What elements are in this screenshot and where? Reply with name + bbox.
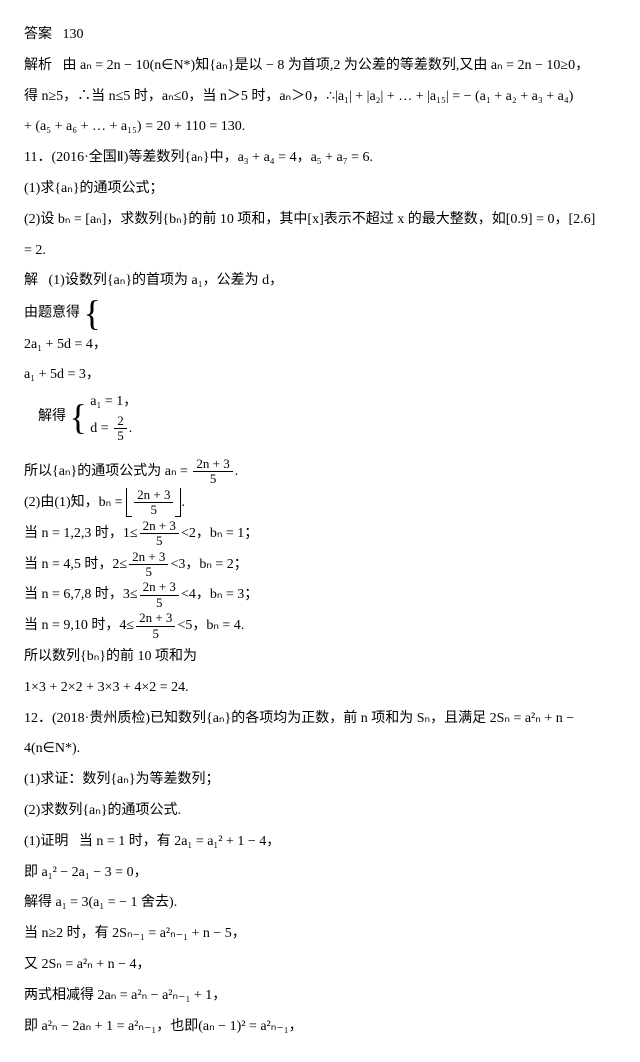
case1: 当 n = 1,2,3 时，1≤2n + 35<2，bₙ = 1； [24, 519, 616, 550]
sum-text: 所以数列{bₙ}的前 10 项和为 [24, 642, 616, 673]
proof-line6: 两式相减得 2aₙ = a²ₙ − a²ₙ₋₁ + 1， [24, 981, 616, 1012]
system1: { [84, 297, 105, 329]
fraction: 2n + 35 [134, 488, 173, 518]
q12-part1: (1)求证：数列{aₙ}为等差数列； [24, 765, 616, 796]
analysis-p3: + (a₅ + a₆ + … + a₁₅) = 20 + 110 = 130. [24, 112, 616, 143]
analysis-p2: 得 n≥5，∴当 n≤5 时，aₙ≤0，当 n＞5 时，aₙ＞0，∴|a₁| +… [24, 82, 616, 113]
system2: { a₁ = 1， d = 25. [70, 391, 138, 443]
sys1-row2: a₁ + 5d = 3， [24, 360, 616, 391]
sol2-line1: (2)由(1)知，bₙ = 2n + 35. [24, 488, 616, 519]
fraction: 2n + 35 [136, 611, 175, 641]
analysis-p1: 解析 由 aₙ = 2n − 10(n∈N*)知{aₙ}是以 − 8 为首项,2… [24, 51, 616, 82]
fraction: 2n + 35 [193, 457, 232, 487]
proof-label: (1)证明 [24, 834, 68, 849]
q12b: 4(n∈N*). [24, 734, 616, 765]
fraction: 2n + 35 [140, 580, 179, 610]
proof-line4: 当 n≥2 时，有 2Sₙ₋₁ = a²ₙ₋₁ + n − 5， [24, 919, 616, 950]
case3: 当 n = 6,7,8 时，3≤2n + 35<4，bₙ = 3； [24, 580, 616, 611]
q11-part1: (1)求{aₙ}的通项公式； [24, 174, 616, 205]
analysis-label: 解析 [24, 58, 52, 73]
answer-line: 答案 130 [24, 20, 616, 51]
fraction: 2n + 35 [140, 519, 179, 549]
fraction: 25 [114, 414, 127, 444]
floor-left-icon [126, 488, 132, 517]
q11-part2a: (2)设 bₙ = [aₙ]，求数列{bₙ}的前 10 项和，其中[x]表示不超… [24, 205, 616, 236]
proof-line2: 即 a₁² − 2a₁ − 3 = 0， [24, 858, 616, 889]
case4: 当 n = 9,10 时，4≤2n + 35<5，bₙ = 4. [24, 611, 616, 642]
sol1-formula: 所以{aₙ}的通项公式为 aₙ = 2n + 35. [24, 457, 616, 488]
sys2-row2: d = 25. [90, 414, 137, 444]
q12-part2: (2)求数列{aₙ}的通项公式. [24, 796, 616, 827]
sys-mid: 解得 [38, 409, 66, 424]
sys-pre: 由题意得 [24, 306, 80, 321]
proof-line3: 解得 a₁ = 3(a₁ = − 1 舍去). [24, 888, 616, 919]
fraction: 2n + 35 [129, 550, 168, 580]
floor-right-icon [175, 488, 181, 517]
q11: 11．(2016·全国Ⅱ)等差数列{aₙ}中，a₃ + a₄ = 4，a₅ + … [24, 143, 616, 174]
sol1-line1: 解 (1)设数列{aₙ}的首项为 a₁，公差为 d， [24, 266, 616, 297]
proof-line1: (1)证明 当 n = 1 时，有 2a₁ = a₁² + 1 − 4， [24, 827, 616, 858]
sol-label: 解 [24, 273, 38, 288]
sys2-row1: a₁ = 1， [90, 391, 137, 413]
answer-label: 答案 [24, 27, 52, 42]
system-line: 由题意得 { [24, 297, 616, 329]
sum-calc: 1×3 + 2×2 + 3×3 + 4×2 = 24. [24, 673, 616, 704]
brace-icon: { [70, 401, 87, 433]
text: 由 aₙ = 2n − 10(n∈N*)知{aₙ}是以 − 8 为首项,2 为公… [63, 58, 590, 73]
text: (1)设数列{aₙ}的首项为 a₁，公差为 d， [49, 273, 284, 288]
q12a: 12．(2018·贵州质检)已知数列{aₙ}的各项均为正数，前 n 项和为 Sₙ… [24, 704, 616, 735]
proof-line5: 又 2Sₙ = a²ₙ + n − 4， [24, 950, 616, 981]
answer-value: 130 [63, 27, 84, 42]
proof-line7: 即 a²ₙ − 2aₙ + 1 = a²ₙ₋₁，也即(aₙ − 1)² = a²… [24, 1012, 616, 1043]
brace-icon: { [84, 297, 101, 329]
q11-part2b: = 2. [24, 236, 616, 267]
sys1-row1: 2a₁ + 5d = 4， [24, 330, 616, 361]
case2: 当 n = 4,5 时，2≤2n + 35<3，bₙ = 2； [24, 550, 616, 581]
